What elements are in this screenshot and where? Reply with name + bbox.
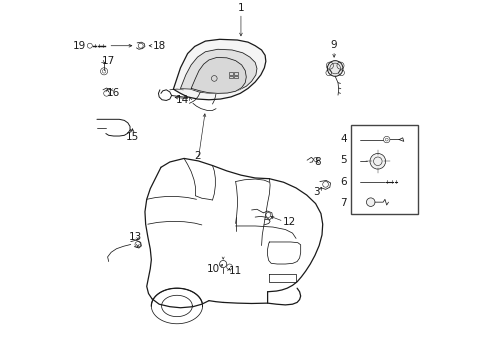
Text: 13: 13 [128, 232, 142, 242]
Text: 3: 3 [313, 187, 319, 197]
Text: 18: 18 [152, 41, 166, 51]
Circle shape [369, 153, 385, 169]
Circle shape [326, 60, 342, 76]
Text: 10: 10 [206, 264, 220, 274]
Text: 6: 6 [340, 176, 346, 186]
Text: 12: 12 [283, 217, 296, 228]
Text: 17: 17 [102, 56, 115, 66]
Text: 7: 7 [340, 198, 346, 208]
Text: 2: 2 [194, 151, 201, 161]
Circle shape [366, 198, 374, 206]
Polygon shape [180, 49, 256, 93]
Text: 14: 14 [176, 95, 189, 105]
Polygon shape [191, 58, 246, 93]
Text: 16: 16 [106, 87, 120, 98]
Text: 15: 15 [125, 132, 139, 142]
Text: 19: 19 [73, 41, 86, 51]
Text: 5: 5 [340, 155, 346, 165]
Text: 9: 9 [330, 40, 337, 50]
Polygon shape [173, 39, 265, 100]
FancyBboxPatch shape [350, 125, 417, 214]
Text: 11: 11 [228, 266, 241, 276]
Text: 1: 1 [237, 3, 244, 13]
Text: 4: 4 [340, 134, 346, 144]
Text: 8: 8 [314, 157, 320, 167]
